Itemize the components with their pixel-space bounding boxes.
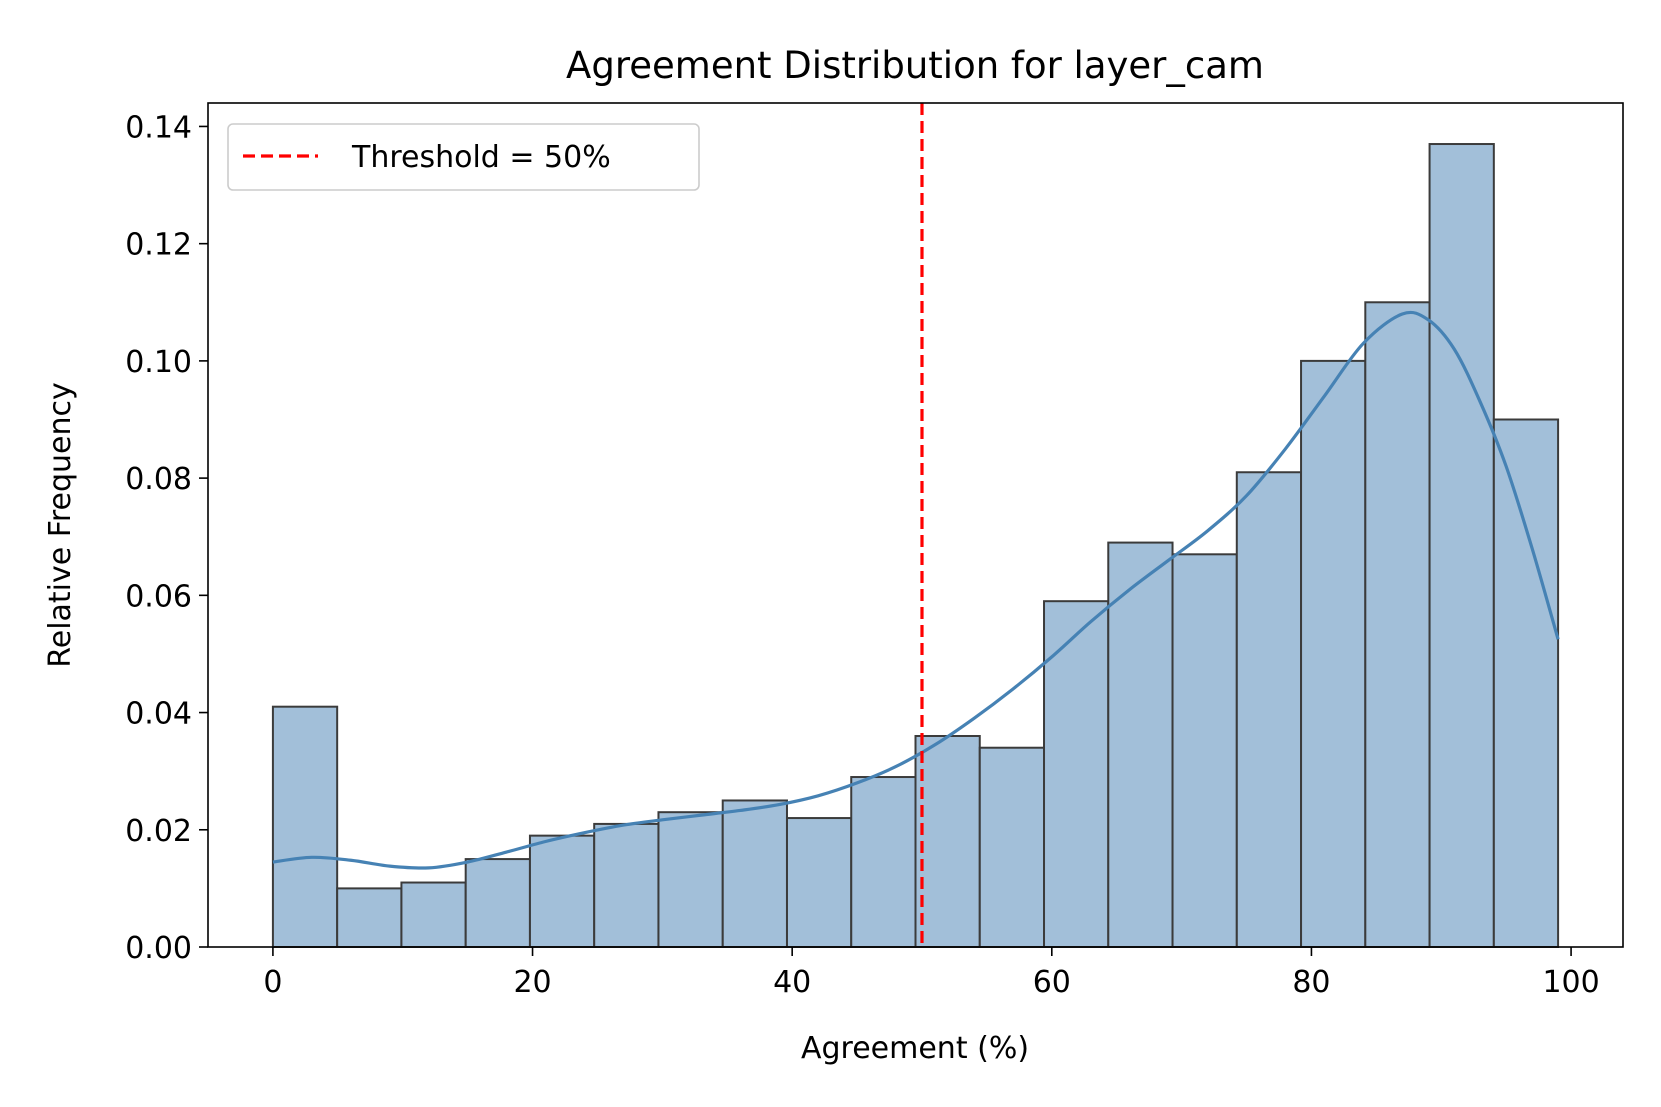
histogram-bar-7 [657, 811, 724, 949]
legend-box [227, 123, 700, 191]
kde-curve [272, 310, 1560, 870]
y-tick-label: 0.00 [125, 931, 192, 966]
y-tick-label: 0.08 [125, 462, 192, 497]
histogram-bar-17 [1300, 359, 1367, 948]
x-tick-label: 0 [263, 965, 282, 1000]
x-tick-label: 40 [773, 965, 811, 1000]
histogram-bar-4 [464, 858, 531, 948]
x-tick-label: 100 [1542, 965, 1599, 1000]
histogram-bar-16 [1235, 471, 1303, 948]
y-axis-label: Relative Frequency [43, 382, 78, 668]
y-axis-ticks: 0.00 0.02 0.04 0.06 0.08 0.10 0.12 0.14 [125, 110, 208, 966]
histogram-bar-1 [271, 705, 339, 949]
histogram-bar-11 [914, 735, 981, 948]
y-tick-label: 0.14 [125, 110, 192, 145]
x-tick-label: 60 [1033, 965, 1071, 1000]
y-tick-label: 0.02 [125, 814, 192, 849]
histogram-bar-19 [1428, 143, 1495, 948]
histogram-bar-18 [1364, 301, 1431, 948]
plot-frame [207, 102, 1624, 948]
histogram-bar-15 [1171, 553, 1238, 948]
x-tick-label: 80 [1292, 965, 1330, 1000]
histogram-bar-3 [400, 881, 467, 948]
y-tick-label: 0.04 [125, 697, 192, 732]
histogram-bar-12 [978, 746, 1046, 948]
histogram-bar-14 [1107, 541, 1174, 948]
x-axis-label: Agreement (%) [801, 1031, 1029, 1066]
x-tick-label: 20 [513, 965, 551, 1000]
histogram-bar-13 [1043, 600, 1110, 948]
y-tick-label: 0.06 [125, 579, 192, 614]
histogram-bars [271, 143, 1560, 949]
legend-threshold-label: Threshold = 50% [351, 140, 611, 175]
histogram-bar-10 [850, 776, 917, 948]
histogram-bar-2 [336, 887, 403, 949]
histogram-bar-20 [1492, 418, 1560, 948]
x-axis-ticks: 0 20 40 60 80 100 [263, 947, 1600, 1000]
legend: Threshold = 50% [227, 123, 700, 191]
histogram-bar-6 [593, 822, 660, 949]
histogram-bar-8 [721, 799, 788, 948]
histogram-bar-5 [528, 834, 596, 949]
histogram-bar-9 [785, 817, 853, 948]
y-tick-label: 0.12 [125, 228, 192, 263]
chart-title: Agreement Distribution for layer_cam [566, 44, 1264, 87]
y-tick-label: 0.10 [125, 345, 192, 380]
